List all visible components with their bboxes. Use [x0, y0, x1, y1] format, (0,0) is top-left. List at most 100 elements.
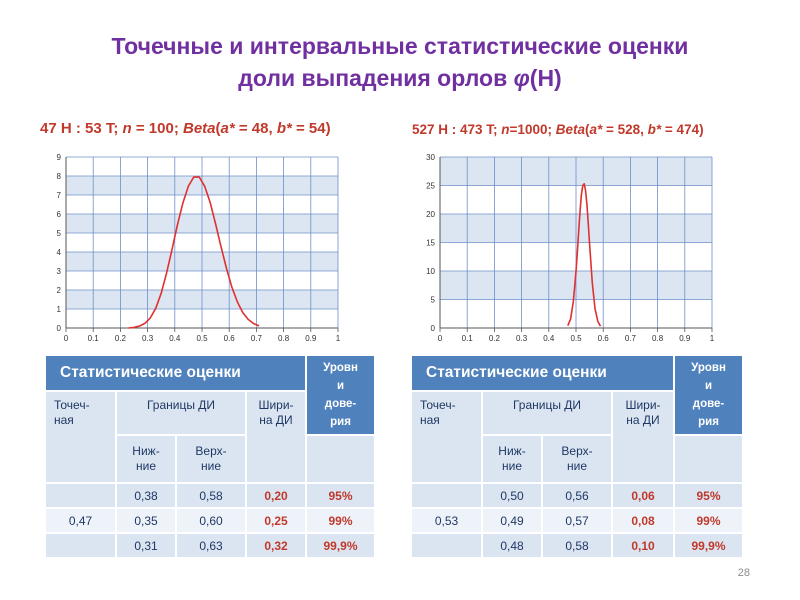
- x-tick-label: 0.4: [543, 334, 555, 343]
- header-width: Шири- на ДИ: [245, 390, 306, 483]
- lower-cell: 0,48: [481, 532, 542, 557]
- y-tick-label: 10: [426, 267, 435, 276]
- header-point: Точеч- ная: [412, 390, 482, 483]
- left-sub-a-value: = 48,: [234, 120, 277, 137]
- y-tick-label: 15: [426, 239, 435, 248]
- level-line: рия: [330, 416, 351, 428]
- left-sub-n: n: [122, 120, 132, 137]
- y-tick-label: 8: [57, 172, 62, 181]
- y-tick-label: 4: [57, 248, 62, 257]
- width-cell: 0,25: [245, 507, 306, 533]
- header-point-line: ная: [420, 413, 440, 427]
- table-row: 0,48 0,58 0,10 99,9%: [412, 532, 742, 557]
- header-point-line: Точеч-: [54, 398, 90, 412]
- lower-cell: 0,31: [115, 532, 176, 557]
- y-tick-label: 6: [57, 210, 62, 219]
- right-sub-beta: Beta: [555, 122, 585, 137]
- left-stats-table: Статистические оценки Уровн и дове- рия …: [46, 356, 374, 557]
- level-cell: 99%: [305, 507, 374, 533]
- level-line: Уровн: [323, 362, 358, 374]
- right-sub-paren-open: (: [584, 122, 590, 137]
- level-cell: 99,9%: [305, 532, 374, 557]
- header-point-line: ная: [54, 413, 74, 427]
- lower-cell: 0,50: [481, 482, 542, 508]
- width-cell: 0,08: [611, 507, 674, 533]
- header-width-line: Шири-: [258, 398, 294, 412]
- width-cell: 0,06: [611, 482, 674, 508]
- right-sub-b-value: = 474): [661, 122, 704, 137]
- table-row: 0,38 0,58 0,20 95%: [46, 482, 374, 508]
- left-sub-paren-open: (: [215, 120, 221, 137]
- header-upper-line: Верх-: [561, 444, 593, 458]
- x-tick-label: 0.9: [679, 334, 691, 343]
- title-line-2-text: доли выпадения орлов: [238, 65, 514, 91]
- width-cell: 0,32: [245, 532, 306, 557]
- upper-cell: 0,60: [175, 507, 246, 533]
- header-upper: Верх- ние: [541, 434, 612, 483]
- level-spacer: [673, 434, 742, 483]
- table-row: 0,31 0,63 0,32 99,9%: [46, 532, 374, 557]
- table-header-main: Статистические оценки: [46, 356, 306, 391]
- point-cell: 0,47: [46, 507, 116, 533]
- y-tick-label: 3: [57, 267, 62, 276]
- x-tick-label: 0.5: [570, 334, 582, 343]
- y-tick-label: 1: [57, 305, 62, 314]
- header-width-line: на ДИ: [259, 413, 293, 427]
- left-sub-counts: 47 H : 53 T;: [40, 120, 123, 137]
- header-lower: Ниж- ние: [115, 434, 176, 483]
- header-upper-line: Верх-: [195, 444, 227, 458]
- x-tick-label: 0.9: [305, 334, 317, 343]
- point-cell: [46, 482, 116, 508]
- point-cell: [412, 532, 482, 557]
- lower-cell: 0,35: [115, 507, 176, 533]
- header-point: Точеч- ная: [46, 390, 116, 483]
- x-tick-label: 0.7: [251, 334, 263, 343]
- x-tick-label: 0.6: [224, 334, 236, 343]
- left-sub-a: a*: [220, 120, 235, 137]
- y-tick-label: 20: [426, 210, 435, 219]
- header-bounds: Границы ДИ: [481, 390, 612, 435]
- right-sub-n-value: =1000;: [509, 122, 556, 137]
- header-bounds: Границы ДИ: [115, 390, 246, 435]
- x-tick-label: 0.2: [115, 334, 127, 343]
- x-tick-label: 0.8: [652, 334, 664, 343]
- point-cell: [412, 482, 482, 508]
- level-line: дове-: [692, 398, 725, 410]
- right-density-chart: 0 5 10 15 20 25 30 0 0.1 0.2 0.3 0.4 0.5 0.6 0.7 0.8 0.9…: [426, 153, 715, 343]
- x-tick-label: 0.5: [196, 334, 208, 343]
- left-sub-b-value: = 54): [291, 120, 331, 137]
- y-tick-label: 0: [57, 324, 62, 333]
- lower-cell: 0,38: [115, 482, 176, 508]
- lower-cell: 0,49: [481, 507, 542, 533]
- right-stats-table: Статистические оценки Уровн и дове- рия …: [412, 356, 742, 557]
- header-upper-line: ние: [200, 459, 221, 473]
- x-tick-label: 0.1: [462, 334, 474, 343]
- title-line-1: Точечные и интервальные статистические о…: [111, 33, 689, 59]
- table-header-main: Статистические оценки: [412, 356, 674, 391]
- upper-cell: 0,56: [541, 482, 612, 508]
- level-line: и: [704, 380, 713, 392]
- x-tick-label: 1: [336, 334, 341, 343]
- y-tick-label: 0: [431, 324, 436, 333]
- right-sub-a-value: = 528,: [602, 122, 648, 137]
- header-lower-line: ние: [501, 459, 522, 473]
- y-tick-label: 9: [57, 153, 62, 162]
- x-tick-label: 0.8: [278, 334, 290, 343]
- left-sub-beta: Beta: [183, 120, 216, 137]
- table-row: 0,50 0,56 0,06 95%: [412, 482, 742, 508]
- table-header-level: Уровн и дове- рия: [305, 356, 374, 435]
- table-row: 0,47 0,35 0,60 0,25 99%: [46, 507, 374, 533]
- left-sub-n-value: = 100;: [131, 120, 183, 137]
- header-upper-line: ние: [566, 459, 587, 473]
- width-cell: 0,10: [611, 532, 674, 557]
- x-tick-label: 0.6: [598, 334, 610, 343]
- level-cell: 95%: [673, 482, 742, 508]
- right-sub-n: n: [501, 122, 510, 137]
- y-tick-label: 25: [426, 182, 435, 191]
- title-line-2-suffix: (Н): [529, 65, 562, 91]
- left-subtitle: 47 H : 53 T; n = 100; Beta(a* = 48, b* =…: [40, 120, 331, 137]
- header-width-line: на ДИ: [626, 413, 660, 427]
- x-tick-label: 0.1: [88, 334, 100, 343]
- level-cell: 99,9%: [673, 532, 742, 557]
- header-lower-line: Ниж-: [132, 444, 160, 458]
